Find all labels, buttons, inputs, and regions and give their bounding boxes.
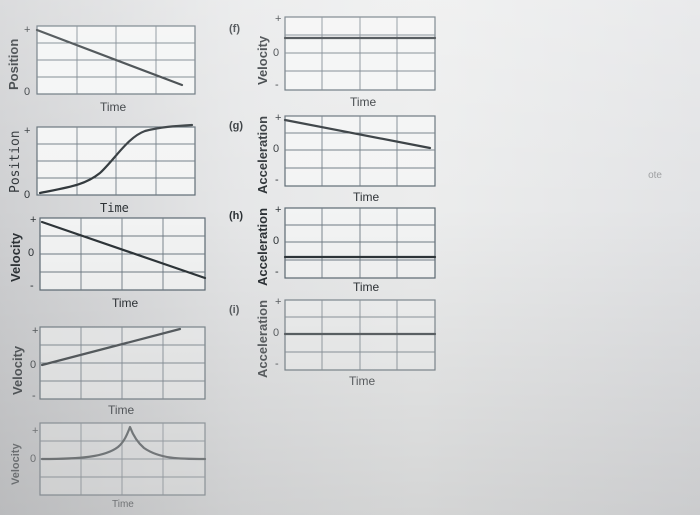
curve-decreasing-line [35,28,184,87]
y-axis-label: Position [6,38,21,90]
minus-tick: - [32,390,36,402]
panel-d: + 0 - Velocity Time [0,315,215,420]
x-axis-label: Time [353,190,380,204]
panel-b: + 0 Position Time [0,115,210,220]
panel-letter: (i) [229,304,240,316]
graph-a [35,25,196,95]
curve-cusp-peak [40,425,207,461]
minus-tick: - [275,358,279,370]
y-axis-label: Velocity [255,35,270,85]
panel-i: (i) + 0 - Acceleration Time [225,292,455,392]
graph-c [39,217,207,291]
page-mark: ote [648,170,662,181]
panel-a: + 0 Position Time [0,0,210,120]
y-axis-label: Acceleration [255,207,270,286]
graph-i [283,299,437,371]
zero-tick: 0 [273,327,280,339]
x-axis-label: Time [108,403,135,417]
graph-b [36,123,196,196]
plus-tick: + [275,13,282,25]
y-axis-label: Velocity [10,443,22,485]
zero-tick: 0 [24,189,31,201]
zero-tick: 0 [28,247,35,259]
x-axis-label: Time [100,201,129,215]
panel-e: + 0 Velocity Time [0,415,215,515]
graph-h [283,207,437,279]
plus-tick: + [275,296,282,308]
graph-d [39,326,206,400]
zero-tick: 0 [30,359,37,371]
curve-decreasing-through-zero [40,220,207,280]
zero-tick: 0 [30,453,37,465]
minus-tick: - [275,266,279,278]
y-axis-label: Acceleration [255,115,270,194]
x-axis-label: Time [349,374,376,388]
y-axis-label: Velocity [10,345,25,395]
x-axis-label: Time [100,100,127,114]
zero-tick: 0 [24,86,31,98]
zero-tick: 0 [273,143,280,155]
plus-tick: + [275,112,282,124]
plus-tick: + [24,125,31,137]
panel-letter: (f) [229,23,240,35]
y-axis-label: Acceleration [255,299,270,378]
plus-tick: + [275,204,282,216]
x-axis-label: Time [112,296,139,310]
x-axis-label: Time [353,280,380,294]
plus-tick: + [32,325,39,337]
plus-tick: + [24,24,31,36]
panel-letter: (h) [229,210,244,222]
plus-tick: + [30,214,37,226]
zero-tick: 0 [273,47,280,59]
curve-increasing-line [40,327,182,367]
minus-tick: - [275,79,279,91]
x-axis-label: Time [350,95,377,109]
curve-decreasing-to-zero [283,118,432,150]
graph-g [283,115,436,187]
panel-c: + 0 - Velocity Time [0,210,215,315]
y-axis-label: Position [8,130,23,193]
panel-letter: (g) [229,120,244,132]
curve-s-shape [38,123,194,195]
minus-tick: - [275,174,279,186]
plus-tick: + [32,425,39,437]
graph-e [39,422,207,496]
y-axis-label: Velocity [8,232,23,282]
panel-h: (h) + 0 - Acceleration Time [225,200,455,300]
panel-g: (g) + 0 - Acceleration Time [225,108,455,208]
graph-f [283,16,437,91]
x-axis-label: Time [112,499,134,510]
zero-tick: 0 [273,235,280,247]
panel-f: (f) + 0 - Velocity Time [225,5,455,115]
minus-tick: - [30,280,34,292]
